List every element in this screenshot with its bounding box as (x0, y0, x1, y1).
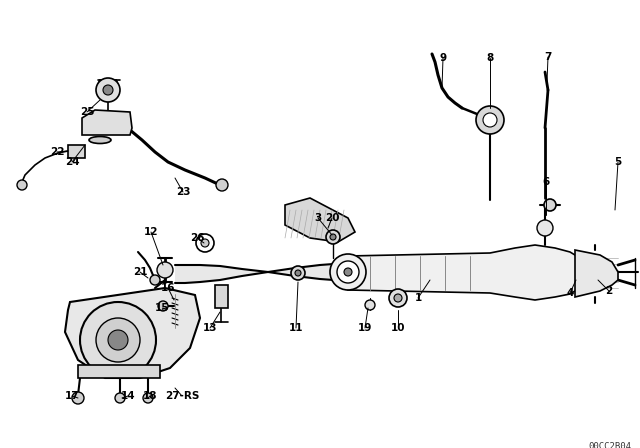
Circle shape (483, 113, 497, 127)
Polygon shape (78, 365, 160, 378)
Polygon shape (575, 250, 618, 297)
Text: 10: 10 (391, 323, 405, 333)
Circle shape (537, 220, 553, 236)
Text: 11: 11 (289, 323, 303, 333)
Text: 12: 12 (144, 227, 158, 237)
Circle shape (344, 268, 352, 276)
Text: 3: 3 (314, 213, 322, 223)
Text: 24: 24 (65, 157, 79, 167)
Text: 13: 13 (203, 323, 217, 333)
Text: 19: 19 (358, 323, 372, 333)
Text: 22: 22 (50, 147, 64, 157)
Polygon shape (348, 245, 588, 300)
Circle shape (143, 393, 153, 403)
Circle shape (80, 302, 156, 378)
Circle shape (394, 294, 402, 302)
Text: 27-RS: 27-RS (165, 391, 199, 401)
Circle shape (326, 230, 340, 244)
Circle shape (96, 78, 120, 102)
Polygon shape (175, 263, 347, 283)
Text: 5: 5 (614, 157, 621, 167)
Polygon shape (215, 285, 228, 308)
Text: 8: 8 (486, 53, 493, 63)
Circle shape (330, 254, 366, 290)
Circle shape (544, 199, 556, 211)
Circle shape (96, 318, 140, 362)
Polygon shape (68, 145, 85, 158)
Circle shape (216, 179, 228, 191)
Text: 00CC2B04: 00CC2B04 (589, 442, 632, 448)
Polygon shape (65, 288, 200, 378)
Circle shape (150, 275, 160, 285)
Text: 18: 18 (143, 391, 157, 401)
Text: 2: 2 (605, 286, 612, 296)
Text: 9: 9 (440, 53, 447, 63)
Circle shape (476, 106, 504, 134)
Text: 21: 21 (132, 267, 147, 277)
Circle shape (337, 261, 359, 283)
Polygon shape (285, 198, 355, 242)
Text: 20: 20 (324, 213, 339, 223)
Text: 7: 7 (544, 52, 552, 62)
Text: 15: 15 (155, 303, 169, 313)
Text: 1: 1 (414, 293, 422, 303)
Circle shape (103, 85, 113, 95)
Circle shape (72, 392, 84, 404)
Circle shape (108, 330, 128, 350)
Text: 4: 4 (566, 288, 573, 298)
Circle shape (158, 301, 168, 311)
Circle shape (389, 289, 407, 307)
Circle shape (157, 262, 173, 278)
Ellipse shape (89, 137, 111, 143)
Text: 17: 17 (65, 391, 79, 401)
Circle shape (196, 234, 214, 252)
Circle shape (365, 300, 375, 310)
Circle shape (330, 234, 336, 240)
Circle shape (201, 239, 209, 247)
Text: 23: 23 (176, 187, 190, 197)
Text: 14: 14 (121, 391, 135, 401)
Circle shape (17, 180, 27, 190)
Text: 6: 6 (542, 177, 550, 187)
Circle shape (291, 266, 305, 280)
Circle shape (115, 393, 125, 403)
Text: 26: 26 (189, 233, 204, 243)
Text: 16: 16 (161, 283, 175, 293)
Text: 25: 25 (80, 107, 94, 117)
Polygon shape (82, 110, 132, 135)
Circle shape (295, 270, 301, 276)
